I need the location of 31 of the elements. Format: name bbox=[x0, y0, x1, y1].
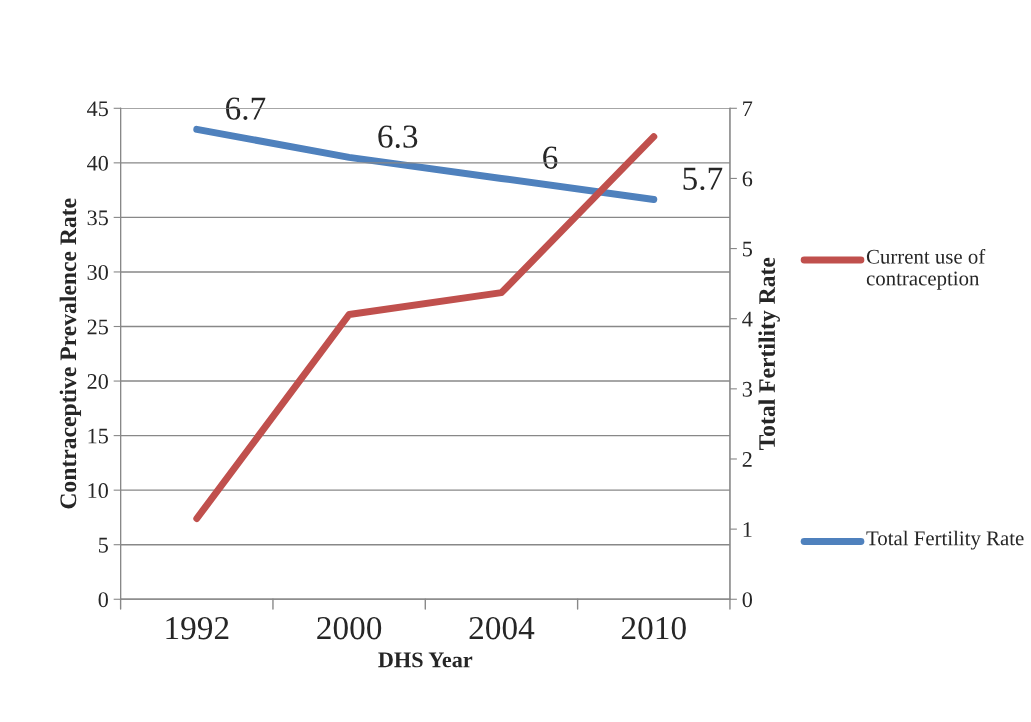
y2-tick-label: 5 bbox=[743, 241, 752, 257]
y-tick-label: 25 bbox=[87, 319, 108, 335]
y-tick-label: 40 bbox=[87, 155, 108, 171]
y2-tick-label: 0 bbox=[742, 592, 753, 608]
y-tick-label: 35 bbox=[87, 210, 108, 226]
y-axis-title: Contraceptive Prevalence Rate bbox=[59, 198, 82, 509]
y-tick-label: 0 bbox=[98, 592, 108, 608]
x-tick-label: 2010 bbox=[621, 616, 686, 640]
x-tick-label: 2004 bbox=[469, 616, 535, 640]
data-label: 6.3 bbox=[378, 125, 418, 148]
y2-tick-label: 3 bbox=[742, 381, 752, 397]
y2-axis-title: Total Fertility Rate bbox=[758, 257, 780, 451]
data-label: 6.7 bbox=[226, 97, 266, 120]
y-tick-label: 15 bbox=[88, 428, 108, 444]
data-label: 6 bbox=[543, 146, 558, 169]
y2-tick-label: 6 bbox=[742, 171, 753, 187]
y-tick-label: 5 bbox=[99, 537, 108, 553]
legend-label: Total Fertility Rate bbox=[866, 530, 1024, 550]
x-axis-title: DHS Year bbox=[378, 652, 473, 668]
y2-tick-label: 4 bbox=[742, 311, 753, 327]
y-tick-label: 20 bbox=[87, 373, 108, 389]
y-tick-label: 30 bbox=[87, 264, 108, 280]
y-tick-label: 10 bbox=[88, 483, 108, 499]
data-label: 5.7 bbox=[683, 167, 723, 191]
x-tick-label: 2000 bbox=[317, 616, 382, 640]
y2-tick-label: 7 bbox=[743, 101, 753, 117]
y2-tick-label: 1 bbox=[743, 522, 752, 537]
y2-tick-label: 2 bbox=[742, 451, 752, 467]
y-tick-label: 45 bbox=[87, 101, 108, 117]
legend-label: Current use of contraception bbox=[866, 248, 986, 290]
x-tick-label: 1992 bbox=[166, 616, 229, 640]
